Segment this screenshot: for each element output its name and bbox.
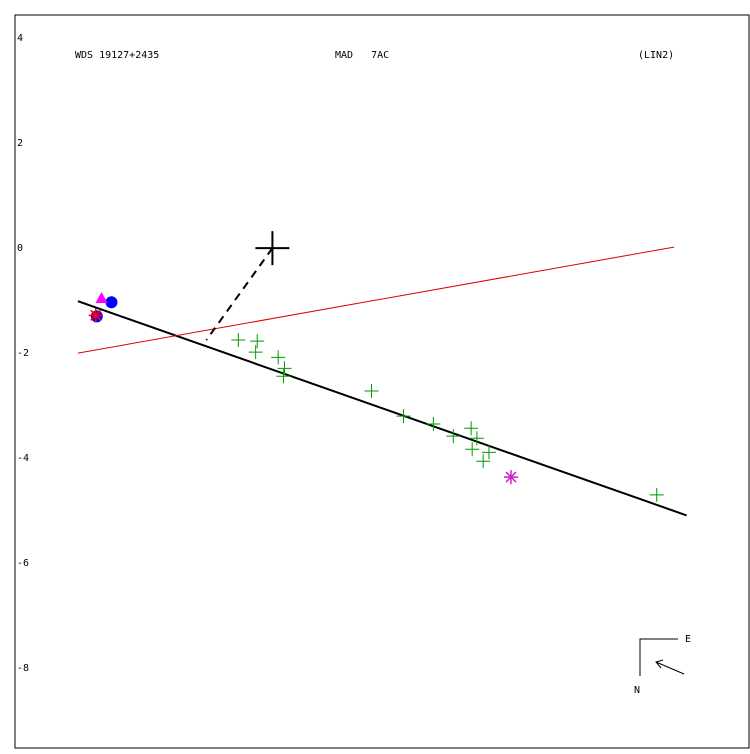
data-point <box>481 445 496 460</box>
data-point <box>250 334 265 349</box>
y-tick-label: -4 <box>17 453 29 464</box>
star-marker <box>88 308 103 323</box>
compass-east: E <box>685 634 691 645</box>
star-marker <box>503 470 518 485</box>
data-point <box>95 292 108 304</box>
circle-marker <box>105 296 118 309</box>
data-point <box>88 308 103 323</box>
compass-arrowhead <box>655 659 664 669</box>
fit-line <box>77 300 687 517</box>
fit-line <box>77 246 675 354</box>
header-id: WDS 19127+2435 <box>75 50 159 61</box>
plus-marker <box>271 350 286 365</box>
y-tick-label: -8 <box>17 663 29 674</box>
y-tick-label: 4 <box>17 33 23 44</box>
y-tick-label: 2 <box>17 138 23 149</box>
plus-marker <box>465 442 480 457</box>
plus-marker <box>248 345 263 360</box>
plus-marker <box>481 445 496 460</box>
y-tick-label: -2 <box>17 348 29 359</box>
plus-marker <box>426 417 441 432</box>
data-point <box>105 296 118 309</box>
data-point <box>271 350 286 365</box>
data-point <box>396 409 411 424</box>
data-point <box>231 333 246 348</box>
plus-marker <box>364 383 379 398</box>
plus-marker <box>231 333 246 348</box>
plus-marker <box>469 431 484 446</box>
plus-marker <box>476 454 491 469</box>
plus-marker <box>396 409 411 424</box>
fit-line <box>205 247 274 341</box>
data-point <box>464 421 479 436</box>
plus-marker <box>446 429 461 444</box>
data-point <box>476 454 491 469</box>
data-point <box>446 429 461 444</box>
compass: E N <box>634 634 691 696</box>
plus-marker <box>464 421 479 436</box>
data-point <box>248 345 263 360</box>
plot-frame <box>14 14 750 749</box>
data-point <box>364 383 379 398</box>
triangle-marker <box>95 292 108 304</box>
y-tick-label: 0 <box>17 243 23 254</box>
compass-north: N <box>634 685 640 696</box>
data-point <box>426 417 441 432</box>
plus-marker <box>276 369 291 384</box>
compass-arrow <box>655 661 685 675</box>
header-method: (LIN2) <box>638 50 674 61</box>
header-discoverer: MAD 7AC <box>335 50 389 61</box>
data-point <box>649 487 664 502</box>
data-point <box>276 369 291 384</box>
compass-axes <box>639 638 678 676</box>
data-point <box>277 361 292 376</box>
data-point <box>469 431 484 446</box>
plus-marker <box>250 334 265 349</box>
data-point <box>465 442 480 457</box>
plus-marker <box>649 487 664 502</box>
plus-marker <box>277 361 292 376</box>
data-point <box>503 470 518 485</box>
y-tick-label: -6 <box>17 558 29 569</box>
